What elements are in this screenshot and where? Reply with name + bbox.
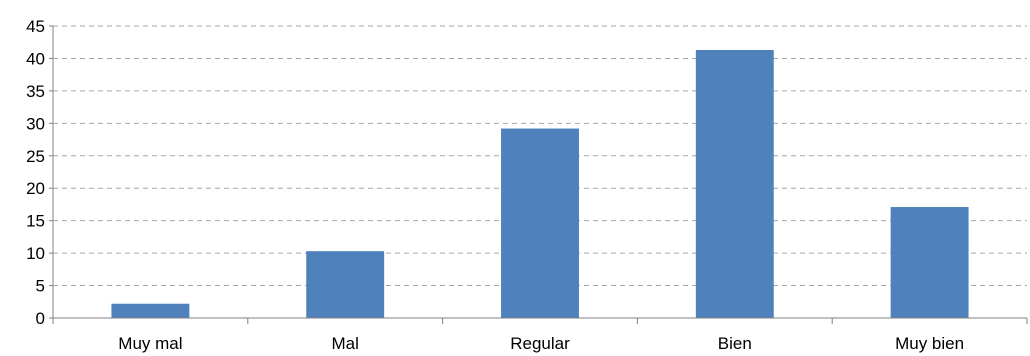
category-label-regular: Regular: [510, 334, 570, 353]
bar-bien: [695, 50, 774, 319]
category-label-bien: Bien: [718, 334, 752, 353]
y-tick-label-20: 20: [26, 179, 45, 198]
bars: [111, 50, 969, 319]
y-axis-tick-labels: 0 5 10 15 20 25 30 35 40 45: [26, 17, 53, 328]
y-tick-label-35: 35: [26, 82, 45, 101]
y-tick-label-10: 10: [26, 244, 45, 263]
y-tick-label-25: 25: [26, 147, 45, 166]
y-tick-label-45: 45: [26, 17, 45, 36]
y-tick-label-0: 0: [36, 309, 45, 328]
category-label-mal: Mal: [331, 334, 358, 353]
y-tick-label-15: 15: [26, 212, 45, 231]
category-label-muy-bien: Muy bien: [895, 334, 964, 353]
category-label-muy-mal: Muy mal: [118, 334, 182, 353]
bar-regular: [501, 128, 579, 318]
x-axis-tick-marks: [52, 318, 1028, 324]
y-tick-label-30: 30: [26, 114, 45, 133]
y-tick-label-40: 40: [26, 49, 45, 68]
x-axis-category-labels: Muy mal Mal Regular Bien Muy bien: [118, 334, 964, 353]
axes: [52, 26, 1027, 319]
y-tick-label-5: 5: [36, 277, 45, 296]
bar-muy-bien: [890, 207, 969, 318]
bar-muy-mal: [111, 303, 190, 318]
bar-mal: [306, 251, 385, 318]
